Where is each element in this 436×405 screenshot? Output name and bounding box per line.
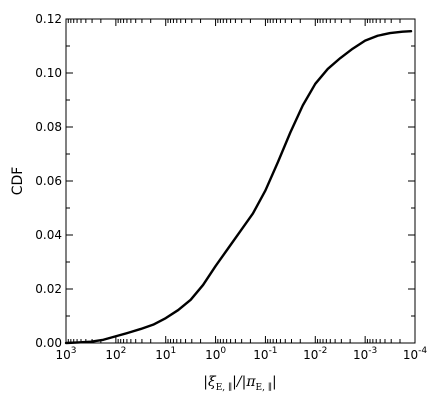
x-tick-label: 101 xyxy=(155,346,176,362)
x-tick-labels: 103 102 101 100 10-1 10-2 10-3 10-4 xyxy=(55,346,427,362)
x-tick-label: 100 xyxy=(205,346,226,362)
y-tick-label: 0.00 xyxy=(35,336,62,350)
x-axis-title-text: |ξE, ∥|/|πE, ∥| xyxy=(203,374,276,393)
y-tick-label: 0.12 xyxy=(35,12,62,26)
y-axis-title: CDF xyxy=(10,167,26,196)
y-tick-label: 0.04 xyxy=(35,228,62,242)
y-tick-labels: 0.00 0.02 0.04 0.06 0.08 0.10 0.12 xyxy=(35,12,62,350)
x-tick-label: 10-4 xyxy=(403,346,428,362)
x-tick-label: 103 xyxy=(55,346,76,362)
y-tick-label: 0.02 xyxy=(35,282,62,296)
cdf-series-line xyxy=(64,29,413,345)
y-tick-label: 0.08 xyxy=(35,120,62,134)
x-tick-label: 10-2 xyxy=(303,346,327,362)
x-tick-label: 10-1 xyxy=(253,346,277,362)
x-tick-label: 102 xyxy=(105,346,126,362)
plot-area-frame xyxy=(65,18,416,344)
y-tick-label: 0.06 xyxy=(35,174,62,188)
x-tick-label: 10-3 xyxy=(353,346,377,362)
ticks-layer xyxy=(65,18,416,344)
x-axis-title: |ξE, ∥|/|πE, ∥| xyxy=(203,374,276,393)
y-tick-label: 0.10 xyxy=(35,66,62,80)
